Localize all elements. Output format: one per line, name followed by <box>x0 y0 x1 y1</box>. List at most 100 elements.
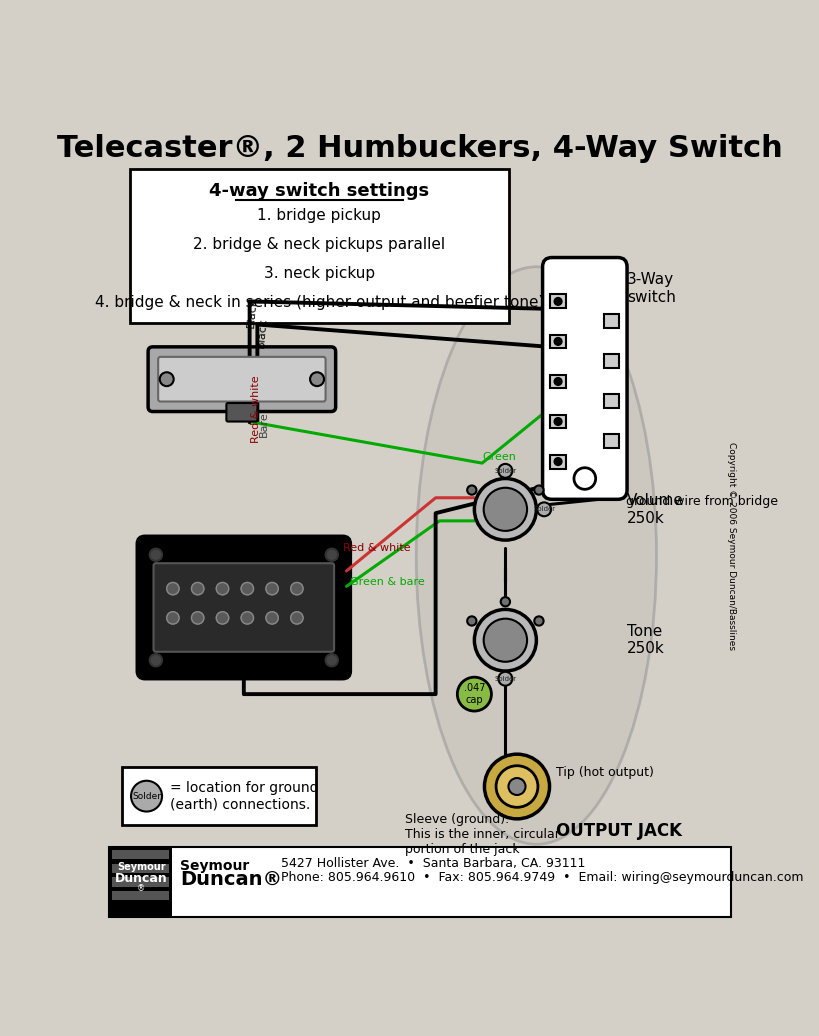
Circle shape <box>500 466 510 476</box>
Circle shape <box>310 372 324 386</box>
Bar <box>111 891 169 900</box>
Circle shape <box>496 766 538 807</box>
Circle shape <box>484 488 527 530</box>
Circle shape <box>474 479 536 540</box>
Circle shape <box>160 372 174 386</box>
Bar <box>109 846 731 918</box>
Circle shape <box>499 464 513 478</box>
Text: 3. neck pickup: 3. neck pickup <box>264 266 375 281</box>
Bar <box>550 414 566 429</box>
Text: Copyright © 2006 Seymour Duncan/Basslines: Copyright © 2006 Seymour Duncan/Bassline… <box>727 442 736 651</box>
Text: Tone
250k: Tone 250k <box>627 624 665 657</box>
Circle shape <box>554 418 562 426</box>
Text: OUTPUT JACK: OUTPUT JACK <box>556 823 681 840</box>
FancyBboxPatch shape <box>148 347 336 411</box>
Text: Green & bare: Green & bare <box>351 577 425 587</box>
Bar <box>550 375 566 388</box>
Bar <box>604 434 619 448</box>
Text: Sleeve (ground).
This is the inner, circular
portion of the jack: Sleeve (ground). This is the inner, circ… <box>405 813 559 857</box>
Circle shape <box>216 611 229 624</box>
Circle shape <box>457 678 491 711</box>
Circle shape <box>192 611 204 624</box>
Circle shape <box>485 754 550 818</box>
Text: Red & white: Red & white <box>251 375 261 443</box>
Circle shape <box>131 781 162 811</box>
Circle shape <box>467 486 477 495</box>
Bar <box>111 850 169 859</box>
Text: Solder: Solder <box>132 792 161 801</box>
Circle shape <box>291 582 303 595</box>
Text: Red & white: Red & white <box>342 543 410 553</box>
Text: 5427 Hollister Ave.  •  Santa Barbara, CA. 93111: 5427 Hollister Ave. • Santa Barbara, CA.… <box>281 857 585 870</box>
Text: Bare: Bare <box>259 411 269 437</box>
Text: .047
cap: .047 cap <box>464 684 485 704</box>
Bar <box>111 877 169 887</box>
Text: 3-Way
switch: 3-Way switch <box>627 272 676 305</box>
Text: 4-way switch settings: 4-way switch settings <box>210 181 429 200</box>
Circle shape <box>167 582 179 595</box>
Circle shape <box>554 378 562 385</box>
Bar <box>604 353 619 368</box>
Text: Solder: Solder <box>533 507 555 513</box>
FancyBboxPatch shape <box>542 258 627 499</box>
Circle shape <box>574 467 595 489</box>
FancyBboxPatch shape <box>129 169 509 323</box>
Text: = location for ground
(earth) connections.: = location for ground (earth) connection… <box>170 781 319 811</box>
Circle shape <box>167 611 179 624</box>
Circle shape <box>150 549 162 560</box>
Circle shape <box>266 611 278 624</box>
Text: 2. bridge & neck pickups parallel: 2. bridge & neck pickups parallel <box>193 237 446 252</box>
Circle shape <box>484 618 527 662</box>
Circle shape <box>216 582 229 595</box>
Circle shape <box>554 458 562 465</box>
FancyBboxPatch shape <box>138 537 351 679</box>
Circle shape <box>192 582 204 595</box>
Text: Solder: Solder <box>495 675 517 682</box>
Text: Solder: Solder <box>495 468 517 473</box>
Circle shape <box>266 582 278 595</box>
Circle shape <box>537 502 551 516</box>
Circle shape <box>241 582 254 595</box>
Circle shape <box>500 597 510 606</box>
Circle shape <box>534 616 544 626</box>
Bar <box>109 846 172 918</box>
Circle shape <box>150 654 162 666</box>
Ellipse shape <box>416 266 657 844</box>
Text: Phone: 805.964.9610  •  Fax: 805.964.9749  •  Email: wiring@seymourduncan.com: Phone: 805.964.9610 • Fax: 805.964.9749 … <box>281 871 803 884</box>
Circle shape <box>509 778 526 795</box>
Text: ground wire from bridge: ground wire from bridge <box>626 495 777 508</box>
Circle shape <box>467 616 477 626</box>
Circle shape <box>326 549 338 560</box>
Text: Seymour: Seymour <box>117 862 165 872</box>
FancyBboxPatch shape <box>158 356 326 402</box>
Circle shape <box>326 654 338 666</box>
Bar <box>550 335 566 348</box>
Text: Black: Black <box>246 297 258 328</box>
Bar <box>604 394 619 408</box>
Text: ®: ® <box>137 885 145 893</box>
Circle shape <box>474 609 536 671</box>
Text: Volume
250k: Volume 250k <box>627 493 684 525</box>
Bar <box>550 455 566 468</box>
Circle shape <box>241 611 254 624</box>
Text: Telecaster®, 2 Humbuckers, 4-Way Switch: Telecaster®, 2 Humbuckers, 4-Way Switch <box>57 135 783 164</box>
Text: Duncan®: Duncan® <box>180 869 282 889</box>
Text: Tip (hot output): Tip (hot output) <box>556 767 654 779</box>
Text: 4. bridge & neck in series (higher output and beefier tone): 4. bridge & neck in series (higher outpu… <box>95 295 544 311</box>
Circle shape <box>291 611 303 624</box>
Text: Duncan: Duncan <box>115 872 168 886</box>
Text: Black: Black <box>256 317 269 348</box>
Text: Green: Green <box>482 452 516 462</box>
Text: Seymour: Seymour <box>180 859 249 872</box>
FancyBboxPatch shape <box>153 564 334 652</box>
Circle shape <box>534 486 544 495</box>
FancyBboxPatch shape <box>122 768 315 825</box>
Circle shape <box>554 338 562 345</box>
FancyBboxPatch shape <box>226 403 257 422</box>
Circle shape <box>499 671 513 686</box>
Text: 1. bridge pickup: 1. bridge pickup <box>257 207 382 223</box>
Bar <box>111 864 169 872</box>
Circle shape <box>554 297 562 306</box>
Bar <box>604 314 619 327</box>
Bar <box>550 294 566 309</box>
